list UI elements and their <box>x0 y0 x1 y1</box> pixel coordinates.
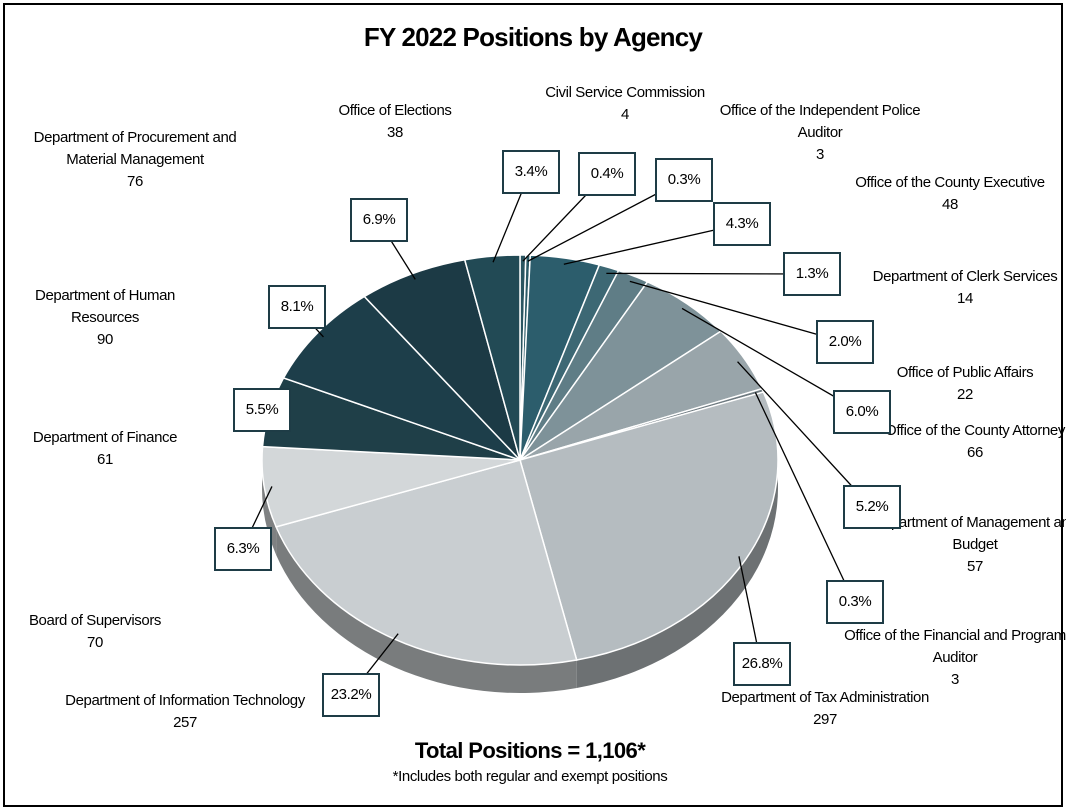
percent-label: 5.5% <box>233 388 291 432</box>
percent-label: 0.3% <box>655 158 713 202</box>
slice-label: Board of Supervisors 70 <box>5 610 185 654</box>
category-name: Department of Information Technology <box>65 692 305 709</box>
percent-label: 8.1% <box>268 285 326 329</box>
leader-line <box>629 280 845 343</box>
slice-label: Department of Management and Budget 57 <box>860 512 1066 578</box>
slice <box>282 295 521 461</box>
percent-label: 6.0% <box>833 390 891 434</box>
slice-label: Office of the County Executive 48 <box>835 172 1065 216</box>
percent-label: 4.3% <box>713 202 771 246</box>
leader-line <box>754 392 855 603</box>
percent-label: 6.9% <box>350 198 408 242</box>
category-name: Department of Management and Budget <box>872 514 1066 553</box>
category-name: Office of the Independent Police Auditor <box>719 102 921 141</box>
chart-title: FY 2022 Positions by Agency <box>363 22 703 52</box>
percent-label: 0.3% <box>826 580 884 624</box>
count-label: 22 <box>957 386 973 403</box>
slice-label: Department of Procurement and Material M… <box>20 127 250 193</box>
category-name: Department of Procurement and Material M… <box>33 129 237 168</box>
total: Total Positions = 1,106* <box>414 738 646 763</box>
slice-label: Department of Tax Administration 297 <box>720 687 930 731</box>
count-label: 257 <box>173 714 197 731</box>
slice-label: Civil Service Commission 4 <box>520 82 730 126</box>
category-name: Department of Tax Administration <box>721 689 929 706</box>
category-name: Department of Finance <box>32 429 178 446</box>
slice-label: Office of Elections 38 <box>300 100 490 144</box>
count-label: 76 <box>127 173 143 190</box>
slice-side <box>276 526 577 694</box>
slice-label: Department of Clerk Services 14 <box>860 266 1066 310</box>
category-name: Office of the Financial and Program Audi… <box>844 627 1066 666</box>
count-label: 57 <box>967 558 983 575</box>
category-name: Office of Public Affairs <box>896 364 1034 381</box>
leader-line <box>563 223 742 265</box>
slice-side <box>262 446 277 555</box>
count-label: 297 <box>813 711 837 728</box>
slice-label: Department of Information Technology 257 <box>60 690 310 734</box>
category-name: Office of the County Attorney <box>885 422 1065 439</box>
percent-label: 0.4% <box>578 152 636 196</box>
count-label: 3 <box>951 671 959 688</box>
slice-label: Office of the Independent Police Auditor… <box>705 100 935 166</box>
count-label: 90 <box>97 331 113 348</box>
leader-line <box>681 307 862 413</box>
count-label: 3 <box>816 146 824 163</box>
category-name: Department of Human Resources <box>35 287 175 326</box>
percent-label: 2.0% <box>816 320 874 364</box>
category-name: Office of Elections <box>338 102 452 119</box>
percent-label: 26.8% <box>733 642 791 686</box>
count-label: 66 <box>967 444 983 461</box>
count-label: 38 <box>387 124 403 141</box>
category-name: Office of the County Executive <box>855 174 1045 191</box>
footnote: *Includes both regular and exempt positi… <box>392 768 668 785</box>
percent-label: 6.3% <box>214 527 272 571</box>
slice <box>463 254 521 461</box>
slice-label: Office of the County Attorney 66 <box>860 420 1066 464</box>
count-label: 4 <box>621 106 629 123</box>
slice-side <box>576 392 779 688</box>
slice-label: Department of Human Resources 90 <box>5 285 205 351</box>
percent-label: 3.4% <box>502 150 560 194</box>
count-label: 14 <box>957 290 973 307</box>
count-label: 61 <box>97 451 113 468</box>
frame <box>3 3 1063 807</box>
leader-line <box>737 361 872 508</box>
count-label: 48 <box>942 196 958 213</box>
category-name: Board of Supervisors <box>28 612 162 629</box>
slice-label: Department of Finance 61 <box>5 427 205 471</box>
slice <box>519 391 779 661</box>
percent-label: 23.2% <box>322 673 380 717</box>
percent-label: 5.2% <box>843 485 901 529</box>
slice-label: Office of Public Affairs 22 <box>860 362 1066 406</box>
percent-label: 1.3% <box>783 252 841 296</box>
category-name: Department of Clerk Services <box>872 268 1058 285</box>
slice-label: Office of the Financial and Program Audi… <box>830 625 1066 691</box>
leader-line <box>606 272 812 275</box>
category-name: Civil Service Commission <box>545 84 705 101</box>
count-label: 70 <box>87 634 103 651</box>
